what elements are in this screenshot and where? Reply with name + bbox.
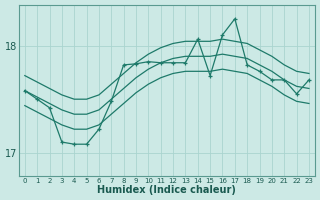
X-axis label: Humidex (Indice chaleur): Humidex (Indice chaleur) bbox=[98, 185, 236, 195]
